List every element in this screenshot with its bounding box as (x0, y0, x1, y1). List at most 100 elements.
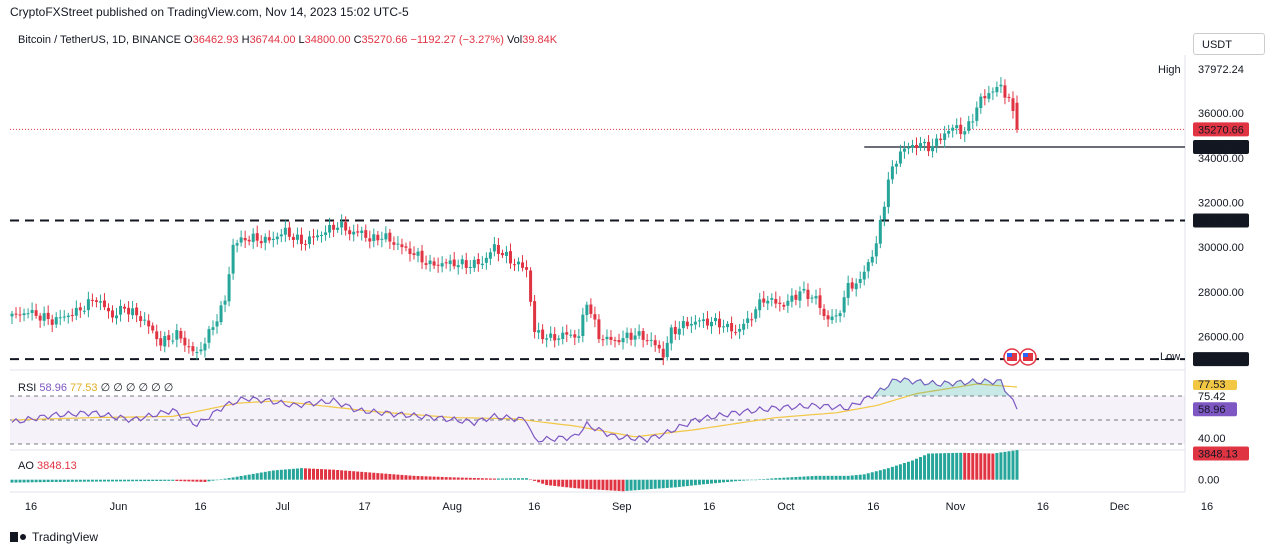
ao-bar (376, 473, 380, 480)
candle (344, 222, 348, 231)
ao-bar (275, 470, 279, 480)
ao-bar (822, 475, 826, 480)
ao-bar (1007, 451, 1011, 480)
candle (669, 327, 673, 344)
candle (62, 316, 66, 318)
rsi-value: 58.96 (39, 382, 67, 394)
level-label: 34483.00 (1198, 142, 1244, 154)
candle (1011, 98, 1015, 111)
ao-bar (448, 477, 452, 480)
candle (738, 328, 742, 332)
ao-bar (617, 479, 621, 491)
candle (102, 300, 106, 308)
ao-bar (219, 479, 223, 480)
ao-bar (633, 479, 637, 491)
candle (565, 332, 569, 335)
ao-bar (882, 469, 886, 480)
ao-bar (312, 468, 315, 480)
candle (902, 148, 906, 152)
candle (119, 305, 123, 315)
candle (798, 291, 802, 301)
rsi-y-tick: 40.00 (1198, 433, 1226, 445)
candle (995, 86, 999, 93)
ao-bar (340, 470, 344, 480)
candle (689, 323, 693, 326)
candle (283, 227, 287, 235)
candle (525, 267, 529, 270)
candle (754, 309, 758, 319)
candle (553, 334, 557, 341)
ao-bar (199, 479, 203, 482)
ao-bar (766, 478, 770, 480)
candle (782, 304, 786, 307)
level-label-bg (1193, 352, 1249, 367)
rsi-ma-label-bg (1193, 379, 1237, 390)
ao-bar (778, 477, 782, 480)
ao-bar (549, 479, 553, 486)
candle (794, 294, 798, 300)
candle (549, 333, 553, 338)
ao-bar (364, 472, 368, 480)
candle (324, 232, 328, 235)
ao-bar (123, 479, 127, 482)
ao-bar (436, 476, 440, 480)
ao-bar (991, 453, 995, 480)
candle (730, 323, 734, 332)
ao-bar (842, 475, 846, 480)
candle (18, 314, 22, 316)
candle (235, 243, 239, 246)
candle (613, 339, 617, 341)
candle (673, 326, 677, 335)
ao-bar (794, 477, 798, 480)
ao-bar (159, 479, 163, 481)
candle (758, 299, 762, 311)
candle (70, 315, 74, 317)
ao-bar (730, 479, 734, 482)
candle (854, 283, 858, 290)
candle (412, 253, 416, 256)
ao-bar (601, 479, 605, 490)
ao-bar (521, 478, 525, 480)
ao-bar (689, 479, 693, 486)
ao-bar (211, 479, 215, 481)
candle (742, 323, 746, 330)
symbol-name[interactable]: Bitcoin / TetherUS, 1D, BINANCE (18, 34, 182, 46)
ao-bar (492, 478, 496, 480)
ao-bar (597, 479, 601, 490)
ao-bar (86, 479, 90, 482)
candle (541, 329, 545, 340)
ao-bar (593, 479, 597, 490)
ao-bar (693, 479, 697, 486)
candle (947, 130, 951, 134)
candle (106, 307, 110, 312)
ao-bar (798, 476, 802, 480)
ao-bar (581, 479, 585, 489)
ao-bar (681, 479, 685, 487)
ao-bar (119, 479, 123, 482)
rsi-value-label-bg (1193, 402, 1237, 417)
ao-bar (46, 479, 50, 483)
ao-bar (553, 479, 557, 486)
candle (734, 332, 738, 334)
ao-bar (179, 479, 183, 482)
ao-bar (267, 471, 271, 480)
candle (372, 234, 376, 241)
ao-bar (440, 476, 444, 480)
candle (746, 318, 750, 323)
candle (886, 179, 890, 208)
x-axis-tick: 16 (528, 501, 540, 513)
ao-bar (476, 478, 480, 480)
currency-button[interactable]: USDT (1193, 33, 1265, 55)
candle (42, 313, 46, 321)
ao-bar (963, 452, 967, 480)
ao-bar (183, 479, 187, 482)
ao-bar (82, 479, 86, 482)
x-axis-tick: Dec (1110, 501, 1130, 513)
ao-bar (324, 469, 328, 480)
candle (621, 338, 625, 343)
tradingview-logo[interactable]: TradingView (10, 530, 98, 544)
candle (307, 236, 311, 245)
ao-bar (545, 479, 549, 486)
ao-bar (894, 465, 898, 480)
